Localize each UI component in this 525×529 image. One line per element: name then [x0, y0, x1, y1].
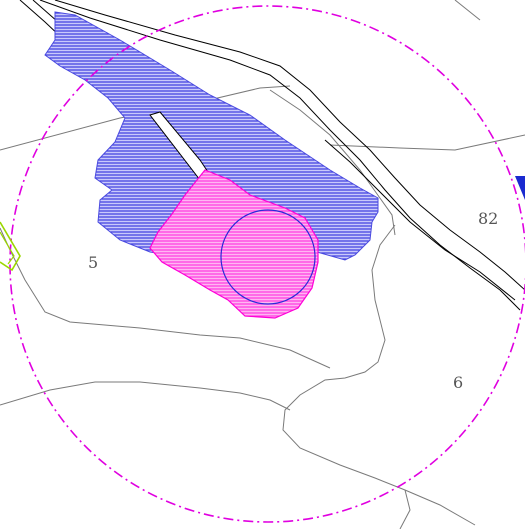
road-edge-inner: [54, 0, 525, 291]
green-marker: [0, 221, 21, 272]
parcel-label-82: 82: [478, 209, 498, 228]
green-marker: [0, 231, 15, 265]
boundary-line: [0, 381, 291, 411]
boundary-line: [269, 89, 396, 236]
edge-marker: [515, 176, 525, 200]
parcel-label-5: 5: [88, 253, 98, 272]
road-edge-outer: [39, 0, 521, 311]
road-edge-outer: [324, 139, 516, 301]
boundary-line: [0, 227, 331, 369]
boundary-line: [454, 0, 481, 21]
buffer-circle[interactable]: [9, 5, 525, 523]
boundary-line: [329, 134, 525, 151]
parcel-label-6: 6: [453, 373, 463, 392]
road-cut: [149, 111, 211, 181]
pink-hatched-zone[interactable]: [149, 169, 319, 319]
boundary-line: [399, 489, 411, 529]
inner-circle[interactable]: [220, 209, 316, 305]
boundary-line: [282, 224, 476, 526]
